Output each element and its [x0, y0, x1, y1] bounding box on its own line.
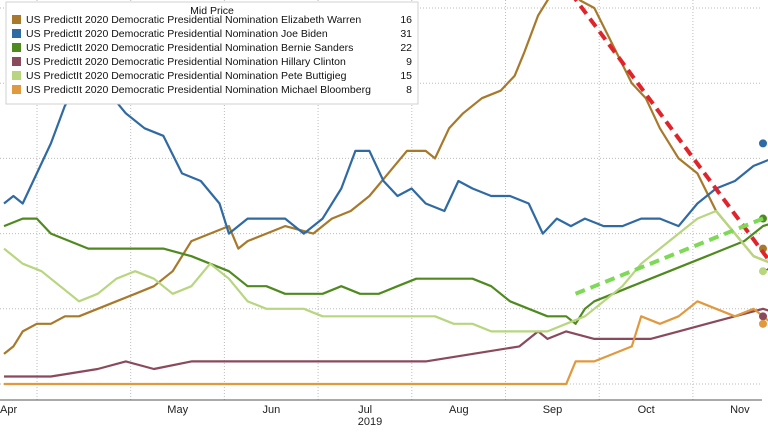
- series-end-marker: [759, 312, 767, 321]
- legend-value: 22: [400, 42, 412, 54]
- series-line-3: [4, 307, 768, 378]
- x-tick-label: Sep: [543, 404, 563, 416]
- series-line-4: [3, 209, 768, 333]
- legend-value: 9: [406, 56, 412, 68]
- legend-entry: US PredictIt 2020 Democratic Presidentia…: [26, 70, 347, 82]
- series-layer: [3, 0, 768, 386]
- legend-title: Mid Price: [190, 5, 234, 17]
- x-tick-label: Apr: [0, 404, 17, 416]
- x-tick-label: May: [167, 404, 188, 416]
- x-tick-label: Oct: [638, 404, 655, 416]
- legend-swatch: [12, 71, 21, 80]
- trend-arrow-1: [574, 214, 768, 296]
- legend-value: 31: [400, 28, 412, 40]
- series-end-marker: [759, 267, 767, 276]
- legend-entry: US PredictIt 2020 Democratic Presidentia…: [26, 84, 371, 96]
- series-line-0: [3, 0, 768, 355]
- legend-entry: US PredictIt 2020 Democratic Presidentia…: [26, 42, 353, 54]
- legend-entry: US PredictIt 2020 Democratic Presidentia…: [26, 28, 328, 40]
- x-tick-label: Jul: [358, 404, 372, 416]
- legend-swatch: [12, 29, 21, 38]
- legend-swatch: [12, 85, 21, 94]
- annotation-layer: [573, 0, 768, 296]
- legend-value: 8: [406, 84, 412, 96]
- series-end-marker: [759, 139, 767, 148]
- trend-arrow-0: [573, 0, 768, 278]
- series-line-5: [4, 300, 768, 386]
- legend-value: 15: [400, 70, 412, 82]
- legend: Mid Price US PredictIt 2020 Democratic P…: [5, 1, 419, 105]
- x-tick-label: Aug: [449, 404, 469, 416]
- legend-entry: US PredictIt 2020 Democratic Presidentia…: [26, 56, 346, 68]
- series-end-marker: [759, 319, 767, 328]
- x-tick-label: Jun: [263, 404, 281, 416]
- x-axis: AprMayJunJulAugSepOctNovDec: [0, 404, 750, 416]
- legend-swatch: [12, 43, 21, 52]
- legend-value: 16: [400, 14, 412, 26]
- x-axis-year-label: 2019: [358, 416, 382, 428]
- legend-swatch: [12, 15, 21, 24]
- x-tick-label: Nov: [730, 404, 750, 416]
- legend-swatch: [12, 57, 21, 66]
- series-line-2: [3, 217, 768, 325]
- legend-entry: US PredictIt 2020 Democratic Presidentia…: [26, 14, 361, 26]
- legend-box: [5, 1, 419, 105]
